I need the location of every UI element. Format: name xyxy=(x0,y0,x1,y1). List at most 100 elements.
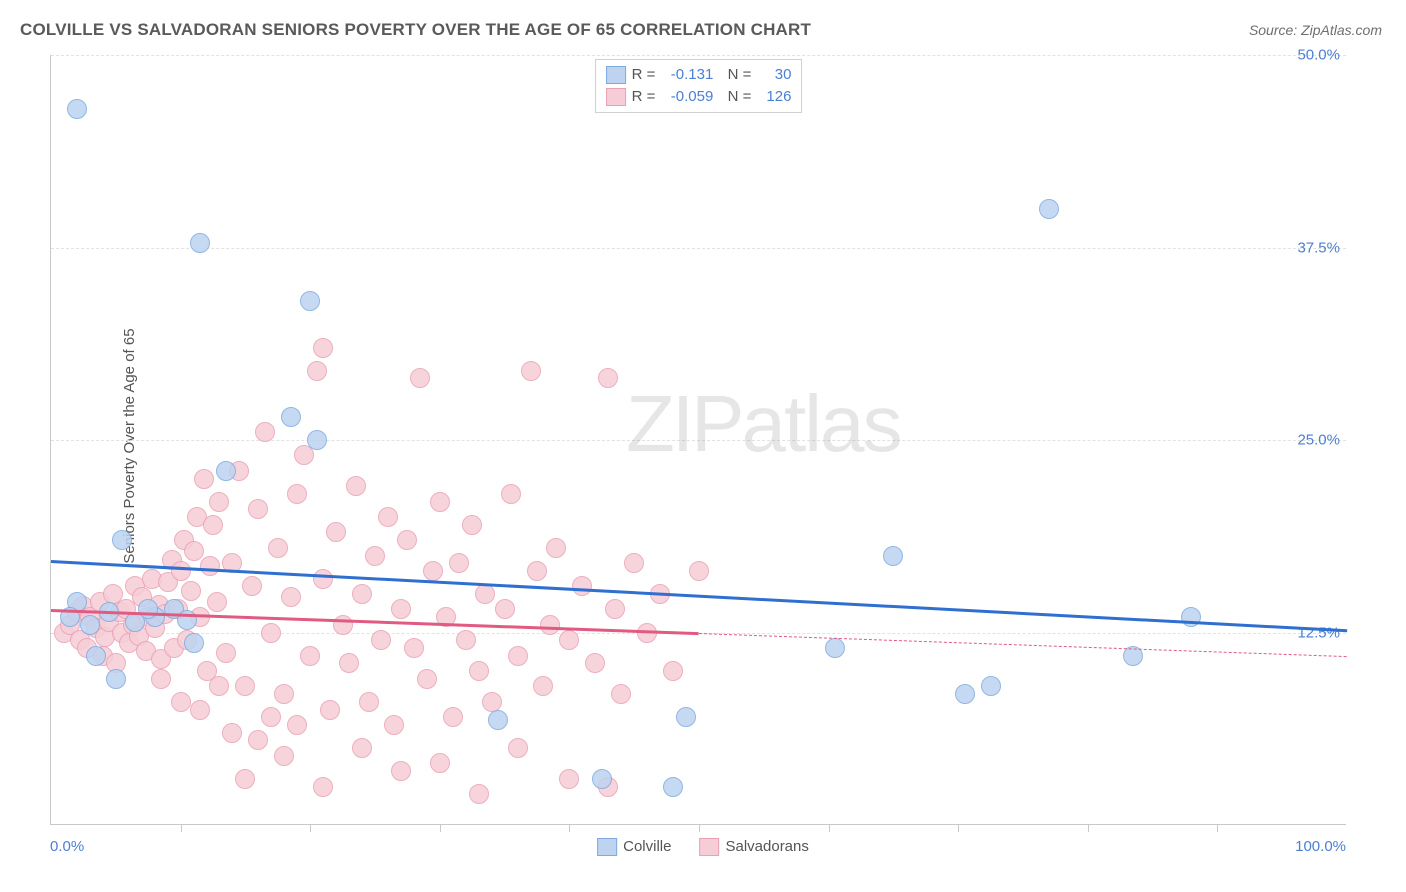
data-point xyxy=(346,476,366,496)
data-point xyxy=(1039,199,1059,219)
x-tick xyxy=(829,824,830,832)
legend-label: Salvadorans xyxy=(725,838,808,855)
data-point xyxy=(611,684,631,704)
x-tick xyxy=(1217,824,1218,832)
data-point xyxy=(365,546,385,566)
legend-swatch xyxy=(699,838,719,856)
data-point xyxy=(352,738,372,758)
data-point xyxy=(955,684,975,704)
data-point xyxy=(449,553,469,573)
data-point xyxy=(585,653,605,673)
data-point xyxy=(194,469,214,489)
data-point xyxy=(200,556,220,576)
data-point xyxy=(307,361,327,381)
x-axis-min-label: 0.0% xyxy=(50,838,84,855)
legend-n-value: 126 xyxy=(757,86,791,108)
data-point xyxy=(540,615,560,635)
data-point xyxy=(592,769,612,789)
data-point xyxy=(404,638,424,658)
data-point xyxy=(339,653,359,673)
data-point xyxy=(443,707,463,727)
x-axis-max-label: 100.0% xyxy=(1295,838,1346,855)
data-point xyxy=(184,541,204,561)
data-point xyxy=(248,499,268,519)
y-tick-label: 50.0% xyxy=(1297,47,1340,64)
data-point xyxy=(274,746,294,766)
x-tick xyxy=(1088,824,1089,832)
data-point xyxy=(359,692,379,712)
data-point xyxy=(391,761,411,781)
data-point xyxy=(171,692,191,712)
data-point xyxy=(274,684,294,704)
data-point xyxy=(320,700,340,720)
data-point xyxy=(151,669,171,689)
data-point xyxy=(80,615,100,635)
watermark: ZIPatlas xyxy=(626,378,900,470)
data-point xyxy=(397,530,417,550)
data-point xyxy=(488,710,508,730)
data-point xyxy=(430,753,450,773)
data-point xyxy=(67,99,87,119)
data-point xyxy=(883,546,903,566)
x-tick xyxy=(569,824,570,832)
data-point xyxy=(106,669,126,689)
data-point xyxy=(527,561,547,581)
data-point xyxy=(417,669,437,689)
data-point xyxy=(663,777,683,797)
data-point xyxy=(333,615,353,635)
data-point xyxy=(281,407,301,427)
data-point xyxy=(268,538,288,558)
data-point xyxy=(605,599,625,619)
data-point xyxy=(235,676,255,696)
legend-label: Colville xyxy=(623,838,671,855)
data-point xyxy=(313,777,333,797)
chart-title: COLVILLE VS SALVADORAN SENIORS POVERTY O… xyxy=(20,20,811,40)
data-point xyxy=(689,561,709,581)
data-point xyxy=(423,561,443,581)
x-tick xyxy=(958,824,959,832)
legend-n-label: N = xyxy=(719,86,751,108)
data-point xyxy=(624,553,644,573)
data-point xyxy=(469,661,489,681)
data-point xyxy=(171,561,191,581)
data-point xyxy=(326,522,346,542)
scatter-plot-area: ZIPatlas R =-0.131 N =30R =-0.059 N =126… xyxy=(50,55,1346,825)
data-point xyxy=(825,638,845,658)
legend-row: R =-0.059 N =126 xyxy=(606,86,792,108)
data-point xyxy=(533,676,553,696)
data-point xyxy=(181,581,201,601)
data-point xyxy=(456,630,476,650)
x-tick xyxy=(181,824,182,832)
data-point xyxy=(112,530,132,550)
data-point xyxy=(235,769,255,789)
legend-r-label: R = xyxy=(632,64,656,86)
data-point xyxy=(222,723,242,743)
data-point xyxy=(371,630,391,650)
x-tick xyxy=(310,824,311,832)
data-point xyxy=(209,492,229,512)
gridline xyxy=(51,248,1346,249)
legend-n-value: 30 xyxy=(757,64,791,86)
data-point xyxy=(300,291,320,311)
data-point xyxy=(521,361,541,381)
data-point xyxy=(184,633,204,653)
data-point xyxy=(86,646,106,666)
data-point xyxy=(261,707,281,727)
data-point xyxy=(410,368,430,388)
data-point xyxy=(508,646,528,666)
data-point xyxy=(501,484,521,504)
data-point xyxy=(559,630,579,650)
data-point xyxy=(190,700,210,720)
data-point xyxy=(384,715,404,735)
data-point xyxy=(209,676,229,696)
data-point xyxy=(352,584,372,604)
data-point xyxy=(190,233,210,253)
x-tick xyxy=(699,824,700,832)
data-point xyxy=(482,692,502,712)
data-point xyxy=(261,623,281,643)
data-point xyxy=(300,646,320,666)
data-point xyxy=(391,599,411,619)
data-point xyxy=(378,507,398,527)
data-point xyxy=(572,576,592,596)
legend-item: Salvadorans xyxy=(699,838,808,856)
